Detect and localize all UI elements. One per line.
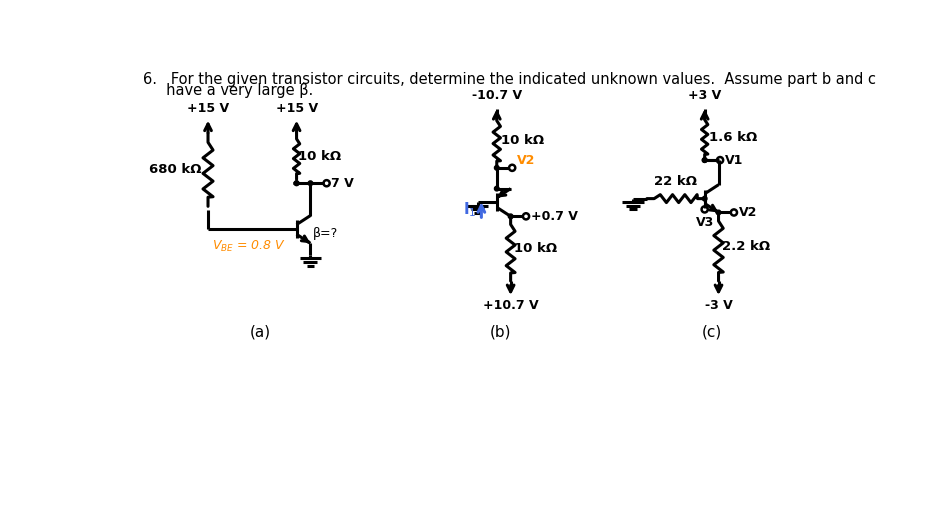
Text: have a very large β.: have a very large β. <box>142 83 313 98</box>
Text: -3 V: -3 V <box>704 300 732 312</box>
Text: (a): (a) <box>249 324 271 339</box>
Circle shape <box>702 158 707 163</box>
Text: 10 kΩ: 10 kΩ <box>500 134 543 147</box>
Text: (b): (b) <box>490 324 511 339</box>
Text: 2.2 kΩ: 2.2 kΩ <box>722 240 769 253</box>
Text: 1.6 kΩ: 1.6 kΩ <box>708 130 756 144</box>
Circle shape <box>494 166 499 170</box>
Circle shape <box>294 181 299 186</box>
Text: β=?: β=? <box>313 227 338 240</box>
Text: (c): (c) <box>701 324 722 339</box>
Text: 22 kΩ: 22 kΩ <box>653 175 696 188</box>
Circle shape <box>494 186 499 191</box>
Circle shape <box>308 181 313 186</box>
Circle shape <box>702 196 707 201</box>
Text: V2: V2 <box>738 206 756 219</box>
Text: 6.   For the given transistor circuits, determine the indicated unknown values. : 6. For the given transistor circuits, de… <box>142 72 874 87</box>
Text: +15 V: +15 V <box>275 103 317 115</box>
Text: I$_1$: I$_1$ <box>462 201 476 219</box>
Text: 10 kΩ: 10 kΩ <box>298 150 341 163</box>
Text: $V_{BE}$ = 0.8 V: $V_{BE}$ = 0.8 V <box>212 239 285 254</box>
Text: V1: V1 <box>724 153 742 167</box>
Circle shape <box>702 158 707 163</box>
Text: +15 V: +15 V <box>187 103 228 115</box>
Circle shape <box>294 181 299 186</box>
Circle shape <box>507 214 512 219</box>
Text: V3: V3 <box>695 215 713 229</box>
Text: 680 kΩ: 680 kΩ <box>149 163 202 176</box>
Text: +10.7 V: +10.7 V <box>482 300 538 312</box>
Text: -10.7 V: -10.7 V <box>471 89 521 103</box>
Text: 7 V: 7 V <box>330 176 354 190</box>
Text: 10 kΩ: 10 kΩ <box>514 242 557 255</box>
Text: +0.7 V: +0.7 V <box>530 210 577 223</box>
Text: +3 V: +3 V <box>687 89 721 103</box>
Circle shape <box>715 210 720 215</box>
Text: V2: V2 <box>517 154 534 167</box>
